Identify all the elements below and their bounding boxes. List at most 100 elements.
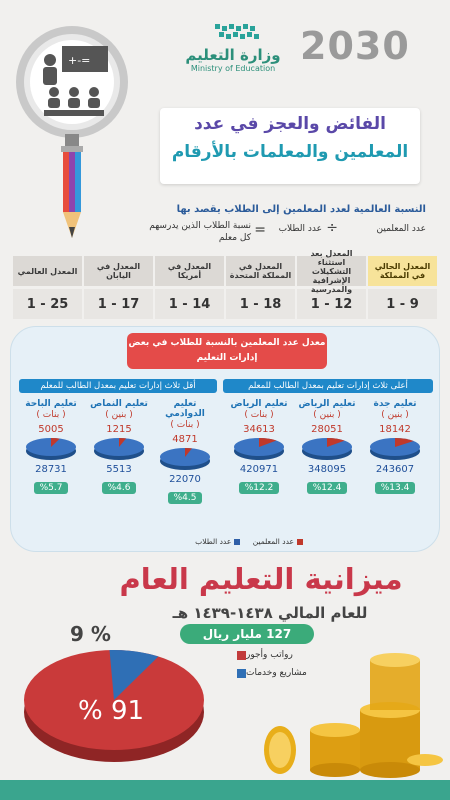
region-disc-icon — [26, 438, 76, 460]
ratio-formula: عدد المعلمين ÷ عدد الطلاب = نسبة الطلاب … — [126, 220, 426, 250]
comparison-column: المعدل في المملكة المتحدة 1 - 18 — [226, 256, 295, 320]
region-item: تعليم النماص ( بنين ) 1215 5513 %4.6 — [87, 399, 151, 494]
page-title-line1: الفائض والعجز في عدد — [194, 114, 386, 134]
region-students: 22070 — [169, 474, 201, 485]
budget-amount-badge: 127 مليار ريال — [180, 624, 314, 644]
formula-teachers: عدد المعلمين — [376, 224, 427, 234]
region-percent: %4.5 — [167, 492, 203, 504]
region-gender: ( بنين ) — [313, 410, 341, 420]
legend-teachers-label: عدد المعلمين — [252, 537, 294, 546]
region-percent: %13.4 — [374, 482, 416, 494]
formula-divide: ÷ — [326, 220, 338, 236]
page-title-line2: المعلمين والمعلمات بالأرقام — [171, 142, 409, 162]
region-teachers: 4871 — [172, 434, 198, 445]
region-percent: %12.4 — [306, 482, 348, 494]
comparison-value: 1 - 25 — [13, 289, 82, 319]
region-teachers: 28051 — [311, 424, 343, 435]
region-students: 243607 — [375, 464, 415, 475]
region-disc-icon — [234, 438, 284, 460]
panel-legend: عدد المعلمين عدد الطلاب — [143, 537, 303, 547]
budget-pie-chart — [24, 649, 204, 762]
comparison-column: المعدل في اليابان 1 - 17 — [84, 256, 153, 320]
comparison-column: المعدل في أمريكا 1 - 14 — [155, 256, 224, 320]
education-offices-panel: معدل عدد المعلمين بالنسبة للطلاب في بعض … — [10, 326, 440, 552]
legend-swatch — [297, 538, 303, 545]
region-students: 348095 — [307, 464, 347, 475]
region-name: تعليم الباحة — [25, 399, 77, 409]
region-teachers: 34613 — [243, 424, 275, 435]
region-item: تعليم الرياض ( بنات ) 34613 420971 %12.2 — [227, 399, 291, 494]
comparison-value: 1 - 14 — [155, 289, 224, 319]
region-teachers: 5005 — [38, 424, 64, 435]
budget-fiscal-year: للعام المالي ١٤٣٨-١٤٣٩ هـ — [172, 604, 368, 622]
pie-label-small: 9 % — [70, 622, 111, 646]
region-percent: %5.7 — [33, 482, 69, 494]
budget-legend-item: رواتب وأجور — [232, 650, 342, 660]
pie-label-large: % 91 — [78, 696, 145, 726]
comparison-label: المعدل في اليابان — [84, 256, 153, 286]
region-item: تعليم جدة ( بنين ) 18142 243607 %13.4 — [363, 399, 427, 494]
panel-title: معدل عدد المعلمين بالنسبة للطلاب في بعض … — [127, 333, 327, 369]
comparison-value: 1 - 9 — [368, 289, 437, 319]
legend-teachers: عدد المعلمين — [253, 537, 303, 546]
region-gender: ( بنات ) — [244, 410, 274, 420]
magnifier-teacher-icon: +-= — [16, 26, 128, 238]
region-gender: ( بنات ) — [170, 420, 200, 430]
top-offices-header: أعلى ثلاث إدارات تعليم بمعدل الطالب للمع… — [223, 379, 433, 393]
comparison-column: المعدل العالمي 1 - 25 — [13, 256, 82, 320]
ratio-comparison-table: المعدل الحالي في المملكة 1 - 9 المعدل بع… — [12, 249, 438, 320]
formula-equals: = — [254, 222, 266, 238]
region-disc-icon — [302, 438, 352, 460]
ministry-logo: وزارة التعليم Ministry of Education — [178, 24, 288, 76]
comparison-label: المعدل في أمريكا — [155, 256, 224, 286]
region-students: 28731 — [35, 464, 67, 475]
comparison-value: 1 - 12 — [297, 289, 366, 319]
teacher-share-slice — [185, 448, 192, 457]
region-item: تعليم الدوادمي ( بنات ) 4871 22070 %4.5 — [153, 399, 217, 504]
region-disc-icon — [160, 448, 210, 470]
teacher-share-slice — [259, 438, 277, 447]
comparison-label: المعدل الحالي في المملكة — [368, 256, 437, 286]
comparison-label: المعدل بعد استثناء التشكيلات الإشرافية و… — [297, 249, 366, 294]
pie-slice-projects — [109, 649, 159, 700]
lowest-offices-header: أقل ثلاث إدارات تعليم بمعدل الطالب للمعل… — [19, 379, 217, 393]
region-gender: ( بنين ) — [105, 410, 133, 420]
region-students: 420971 — [239, 464, 279, 475]
legend-swatch — [237, 650, 246, 660]
region-teachers: 1215 — [106, 424, 132, 435]
comparison-value: 1 - 18 — [226, 289, 295, 319]
ministry-emblem-icon — [215, 24, 259, 39]
formula-students: عدد الطلاب — [278, 224, 322, 234]
title-banner: الفائض والعجز في عدد المعلمين والمعلمات … — [160, 108, 420, 184]
comparison-label: المعدل في المملكة المتحدة — [226, 256, 295, 286]
region-gender: ( بنين ) — [381, 410, 409, 420]
region-percent: %4.6 — [101, 482, 137, 494]
region-percent: %12.2 — [238, 482, 280, 494]
legend-students-label: عدد الطلاب — [195, 537, 232, 546]
budget-title: ميزانية التعليم العام — [119, 562, 403, 596]
vision-2030-text: 2030 — [300, 24, 410, 68]
legend-swatch — [237, 668, 246, 678]
budget-legend-label: مشاريع وخدمات — [246, 668, 307, 678]
vision-2030-logo: 2030 — [300, 24, 440, 72]
legend-students: عدد الطلاب — [195, 537, 241, 546]
region-item: تعليم الرياض ( بنين ) 28051 348095 %12.4 — [295, 399, 359, 494]
comparison-label: المعدل العالمي — [13, 256, 82, 286]
comparison-value: 1 - 17 — [84, 289, 153, 319]
teacher-share-slice — [395, 438, 414, 447]
teacher-share-slice — [327, 438, 345, 447]
formula-result: نسبة الطلاب الذين يدرسهم كل معلم — [149, 221, 251, 243]
ratio-definition-heading: النسبة العالمية لعدد المعلمين إلى الطلاب… — [176, 204, 426, 215]
budget-legend: رواتب وأجور مشاريع وخدمات — [232, 650, 342, 686]
region-name: تعليم الرياض — [230, 399, 288, 409]
region-gender: ( بنات ) — [36, 410, 66, 420]
gold-coins-icon — [264, 653, 443, 778]
teacher-share-slice — [119, 438, 127, 447]
budget-legend-item: مشاريع وخدمات — [232, 668, 342, 678]
region-name: تعليم النماص — [90, 399, 148, 409]
region-teachers: 18142 — [379, 424, 411, 435]
region-name: تعليم الرياض — [298, 399, 356, 409]
region-disc-icon — [94, 438, 144, 460]
comparison-column: المعدل الحالي في المملكة 1 - 9 — [368, 256, 437, 320]
region-name: تعليم جدة — [373, 399, 417, 409]
